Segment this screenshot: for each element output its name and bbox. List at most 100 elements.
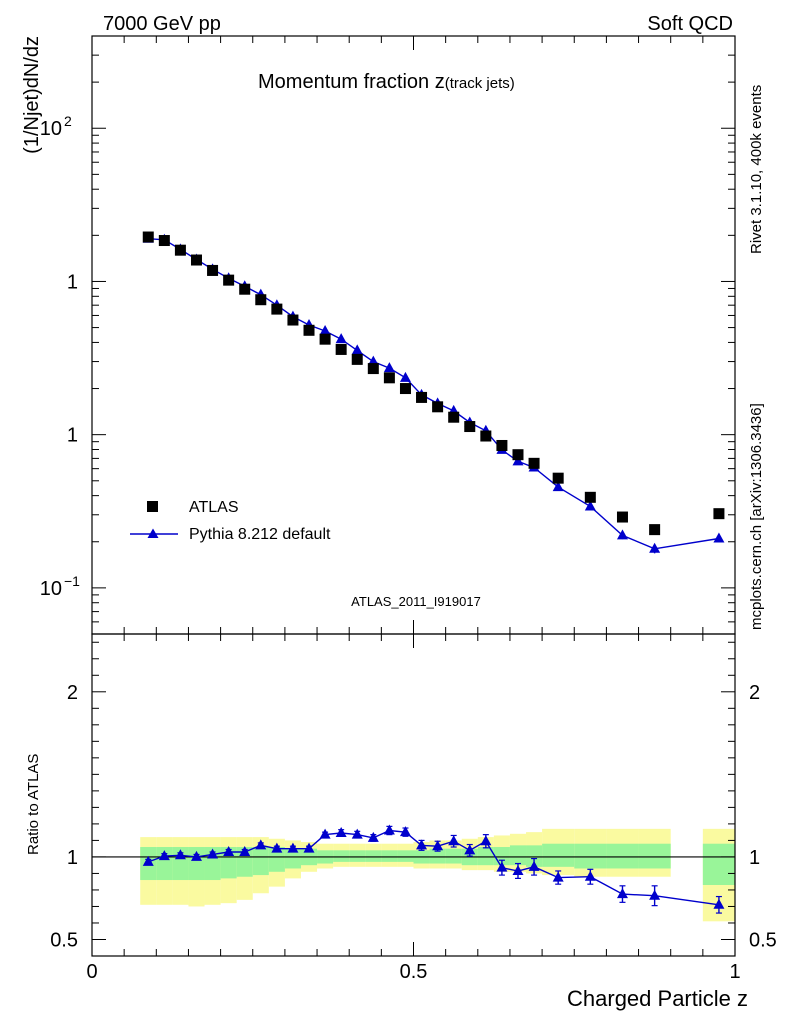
atlas-point-28 bbox=[649, 524, 661, 536]
ratio-point-20 bbox=[464, 844, 476, 855]
atlas-point-29 bbox=[713, 508, 725, 520]
ratio-panel-marks bbox=[142, 824, 725, 914]
y-tick-label-3: 10 bbox=[40, 578, 62, 600]
ratio-point-9 bbox=[287, 842, 299, 853]
legend: ATLAS Pythia 8.212 default bbox=[130, 499, 331, 543]
ratio-point-1 bbox=[158, 850, 170, 861]
band-green-25 bbox=[542, 843, 575, 867]
ratio-point-19 bbox=[448, 835, 460, 846]
band-green-12 bbox=[333, 850, 350, 862]
ratio-point-15 bbox=[383, 824, 395, 835]
atlas-point-21 bbox=[480, 430, 492, 442]
atlas-point-11 bbox=[319, 333, 331, 345]
atlas-point-22 bbox=[496, 439, 508, 451]
x-tick-label-1: 0.5 bbox=[400, 961, 428, 983]
ratio-tick-label-right-0: 2 bbox=[749, 682, 760, 704]
ratio-point-14 bbox=[367, 831, 379, 842]
mcplots-source-label: mcplots.cern.ch [arXiv:1306.3436] bbox=[748, 403, 765, 630]
band-green-21 bbox=[477, 847, 494, 866]
band-green-15 bbox=[381, 850, 398, 862]
pythia-point-25 bbox=[552, 481, 564, 492]
ratio-tick-label-right-2: 0.5 bbox=[749, 929, 777, 951]
ratio-point-12 bbox=[335, 826, 347, 837]
atlas-point-5 bbox=[223, 274, 235, 286]
atlas-point-18 bbox=[432, 401, 444, 413]
ratio-point-16 bbox=[399, 826, 411, 837]
atlas-point-4 bbox=[207, 264, 219, 276]
atlas-point-25 bbox=[552, 472, 564, 484]
band-green-13 bbox=[349, 850, 366, 862]
pythia-point-13 bbox=[351, 344, 363, 355]
legend-atlas-marker bbox=[147, 501, 158, 512]
band-green-27 bbox=[606, 843, 639, 869]
atlas-point-26 bbox=[584, 491, 596, 503]
header-right-label: Soft QCD bbox=[647, 13, 733, 35]
atlas-point-16 bbox=[399, 383, 411, 395]
atlas-point-24 bbox=[528, 457, 540, 469]
atlas-point-3 bbox=[190, 254, 202, 266]
ratio-point-7 bbox=[255, 839, 267, 850]
ratio-tick-label-left-0: 2 bbox=[67, 682, 78, 704]
legend-pythia-marker bbox=[147, 528, 159, 538]
ratio-point-25 bbox=[552, 871, 564, 882]
pythia-point-15 bbox=[383, 362, 395, 373]
pythia-point-26 bbox=[584, 500, 596, 511]
ratio-point-22 bbox=[496, 861, 508, 872]
plot-frames bbox=[91, 35, 736, 957]
main-panel-frame bbox=[91, 35, 736, 635]
ratio-point-27 bbox=[616, 888, 628, 899]
ratio-tick-label-left-1: 1 bbox=[67, 847, 78, 869]
ratio-point-24 bbox=[528, 860, 540, 871]
atlas-point-1 bbox=[158, 235, 170, 247]
atlas-point-14 bbox=[367, 363, 379, 375]
atlas-point-9 bbox=[287, 314, 299, 326]
analysis-watermark: ATLAS_2011_I919017 bbox=[351, 594, 481, 609]
atlas-point-2 bbox=[174, 244, 186, 256]
band-green-28 bbox=[638, 843, 671, 869]
ratio-point-18 bbox=[432, 840, 444, 851]
ratio-panel-frame bbox=[91, 633, 736, 957]
atlas-point-20 bbox=[464, 421, 476, 433]
ratio-point-3 bbox=[190, 850, 202, 861]
atlas-point-0 bbox=[142, 231, 154, 243]
y-tick-exponent-0: 2 bbox=[64, 113, 72, 129]
band-green-8 bbox=[268, 847, 285, 872]
ratio-point-13 bbox=[351, 828, 363, 839]
ratio-uncertainty-bands bbox=[92, 828, 735, 922]
chart-title: Momentum fraction z(track jets) bbox=[258, 71, 515, 93]
band-green-23 bbox=[509, 845, 527, 866]
ratio-point-28 bbox=[649, 889, 661, 900]
pythia-point-23 bbox=[512, 455, 524, 466]
header-left-label: 7000 GeV pp bbox=[103, 13, 221, 35]
ratio-point-21 bbox=[480, 835, 492, 846]
chart-title-main: Momentum fraction z bbox=[258, 71, 445, 93]
band-green-3 bbox=[188, 847, 205, 881]
ratio-point-0 bbox=[142, 855, 154, 866]
ratio-point-6 bbox=[239, 845, 251, 856]
atlas-point-12 bbox=[335, 343, 347, 355]
legend-atlas-label: ATLAS bbox=[189, 499, 239, 516]
band-green-14 bbox=[365, 850, 382, 862]
ratio-point-4 bbox=[207, 848, 219, 859]
y-tick-exponent-3: −1 bbox=[64, 573, 80, 589]
pythia-point-12 bbox=[335, 333, 347, 344]
main-panel-marks bbox=[142, 231, 725, 554]
atlas-point-17 bbox=[416, 391, 428, 403]
ratio-point-2 bbox=[174, 849, 186, 860]
x-tick-label-0: 0 bbox=[86, 961, 97, 983]
pythia-point-27 bbox=[616, 529, 628, 540]
y-tick-label-0: 10 bbox=[40, 118, 62, 140]
rivet-version-label: Rivet 3.1.10, 400k events bbox=[748, 85, 765, 254]
chart-title-sub: (track jets) bbox=[445, 75, 515, 92]
band-green-9 bbox=[284, 848, 301, 869]
pythia-point-16 bbox=[399, 371, 411, 382]
band-green-19 bbox=[445, 848, 462, 864]
atlas-point-10 bbox=[303, 324, 315, 336]
band-green-26 bbox=[574, 843, 607, 869]
atlas-point-7 bbox=[255, 294, 267, 306]
band-green-16 bbox=[397, 850, 414, 862]
ratio-point-8 bbox=[271, 842, 283, 853]
main-y-axis-label: (1/Njet)dN/dz bbox=[21, 36, 43, 154]
atlas-point-23 bbox=[512, 449, 524, 461]
